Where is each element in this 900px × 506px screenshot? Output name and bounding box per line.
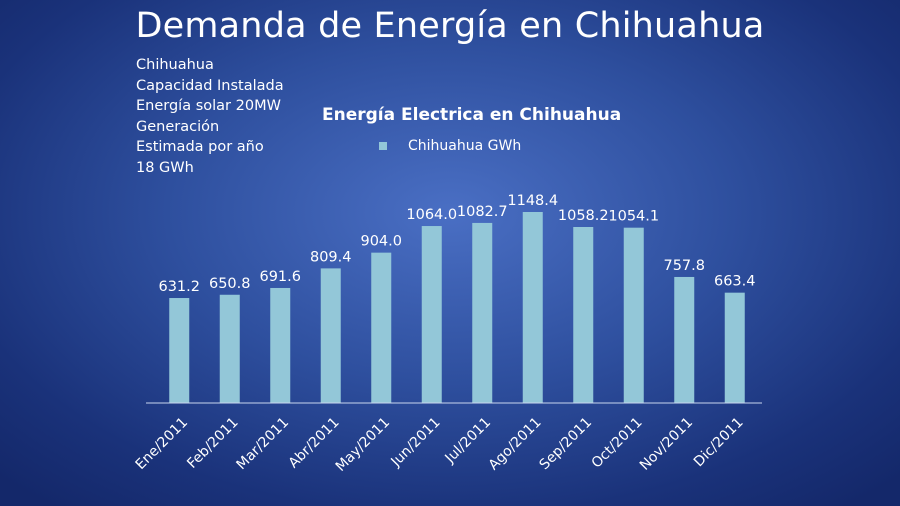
data-label: 1064.0 [406, 207, 457, 223]
x-tick-label: Jun/2011 [388, 415, 444, 471]
legend-label: Chihuahua GWh [408, 138, 522, 154]
chart-title: Energía Electrica en Chihuahua [322, 105, 622, 125]
bar-jun-2011 [421, 226, 442, 403]
data-label: 631.2 [158, 279, 200, 295]
bar-jul-2011 [472, 222, 493, 403]
x-tick-label: Mar/2011 [234, 415, 293, 474]
bar-ene-2011 [169, 298, 190, 403]
bars-group [169, 212, 745, 403]
info-line: Chihuahua [136, 57, 214, 73]
bar-nov-2011 [674, 276, 695, 403]
bar-feb-2011 [219, 294, 240, 403]
data-label: 757.8 [663, 258, 705, 274]
info-line: Energía solar 20MW [136, 98, 281, 114]
bar-dic-2011 [724, 292, 745, 403]
x-tick-labels-group: Ene/2011Feb/2011Mar/2011Abr/2011May/2011… [133, 415, 747, 475]
x-tick-label: Feb/2011 [184, 415, 241, 472]
bar-abr-2011 [320, 268, 341, 403]
data-label: 1058.2 [558, 208, 609, 224]
data-label: 663.4 [714, 274, 756, 290]
info-line: Generación [136, 118, 220, 135]
info-line: Capacidad Instalada [136, 77, 284, 94]
x-tick-label: Jul/2011 [442, 415, 495, 468]
bar-oct-2011 [623, 227, 644, 403]
data-label: 809.4 [310, 249, 352, 265]
bar-ago-2011 [522, 212, 543, 403]
data-label: 650.8 [209, 276, 251, 292]
bar-may-2011 [371, 252, 392, 403]
x-tick-label: Sep/2011 [537, 415, 596, 474]
info-line: Estimada por año [136, 139, 264, 155]
slide-title: Demanda de Energía en Chihuahua [135, 6, 765, 46]
chart-legend: Chihuahua GWh [379, 138, 521, 154]
data-label: 904.0 [360, 234, 402, 250]
info-line: 18 GWh [136, 159, 194, 176]
bar-sep-2011 [573, 227, 594, 403]
data-label: 1054.1 [608, 209, 659, 225]
x-tick-label: Ago/2011 [486, 415, 545, 474]
bar-mar-2011 [270, 287, 291, 403]
data-label: 691.6 [259, 269, 301, 285]
x-tick-label: Nov/2011 [637, 415, 696, 474]
info-box: Chihuahua Capacidad Instalada Energía so… [136, 55, 284, 178]
data-label: 1082.7 [457, 204, 508, 220]
x-tick-label: Ene/2011 [133, 415, 191, 473]
x-tick-label: May/2011 [333, 415, 393, 475]
data-label: 1148.4 [507, 193, 558, 209]
x-tick-label: Dic/2011 [691, 415, 747, 471]
legend-swatch [379, 142, 387, 150]
